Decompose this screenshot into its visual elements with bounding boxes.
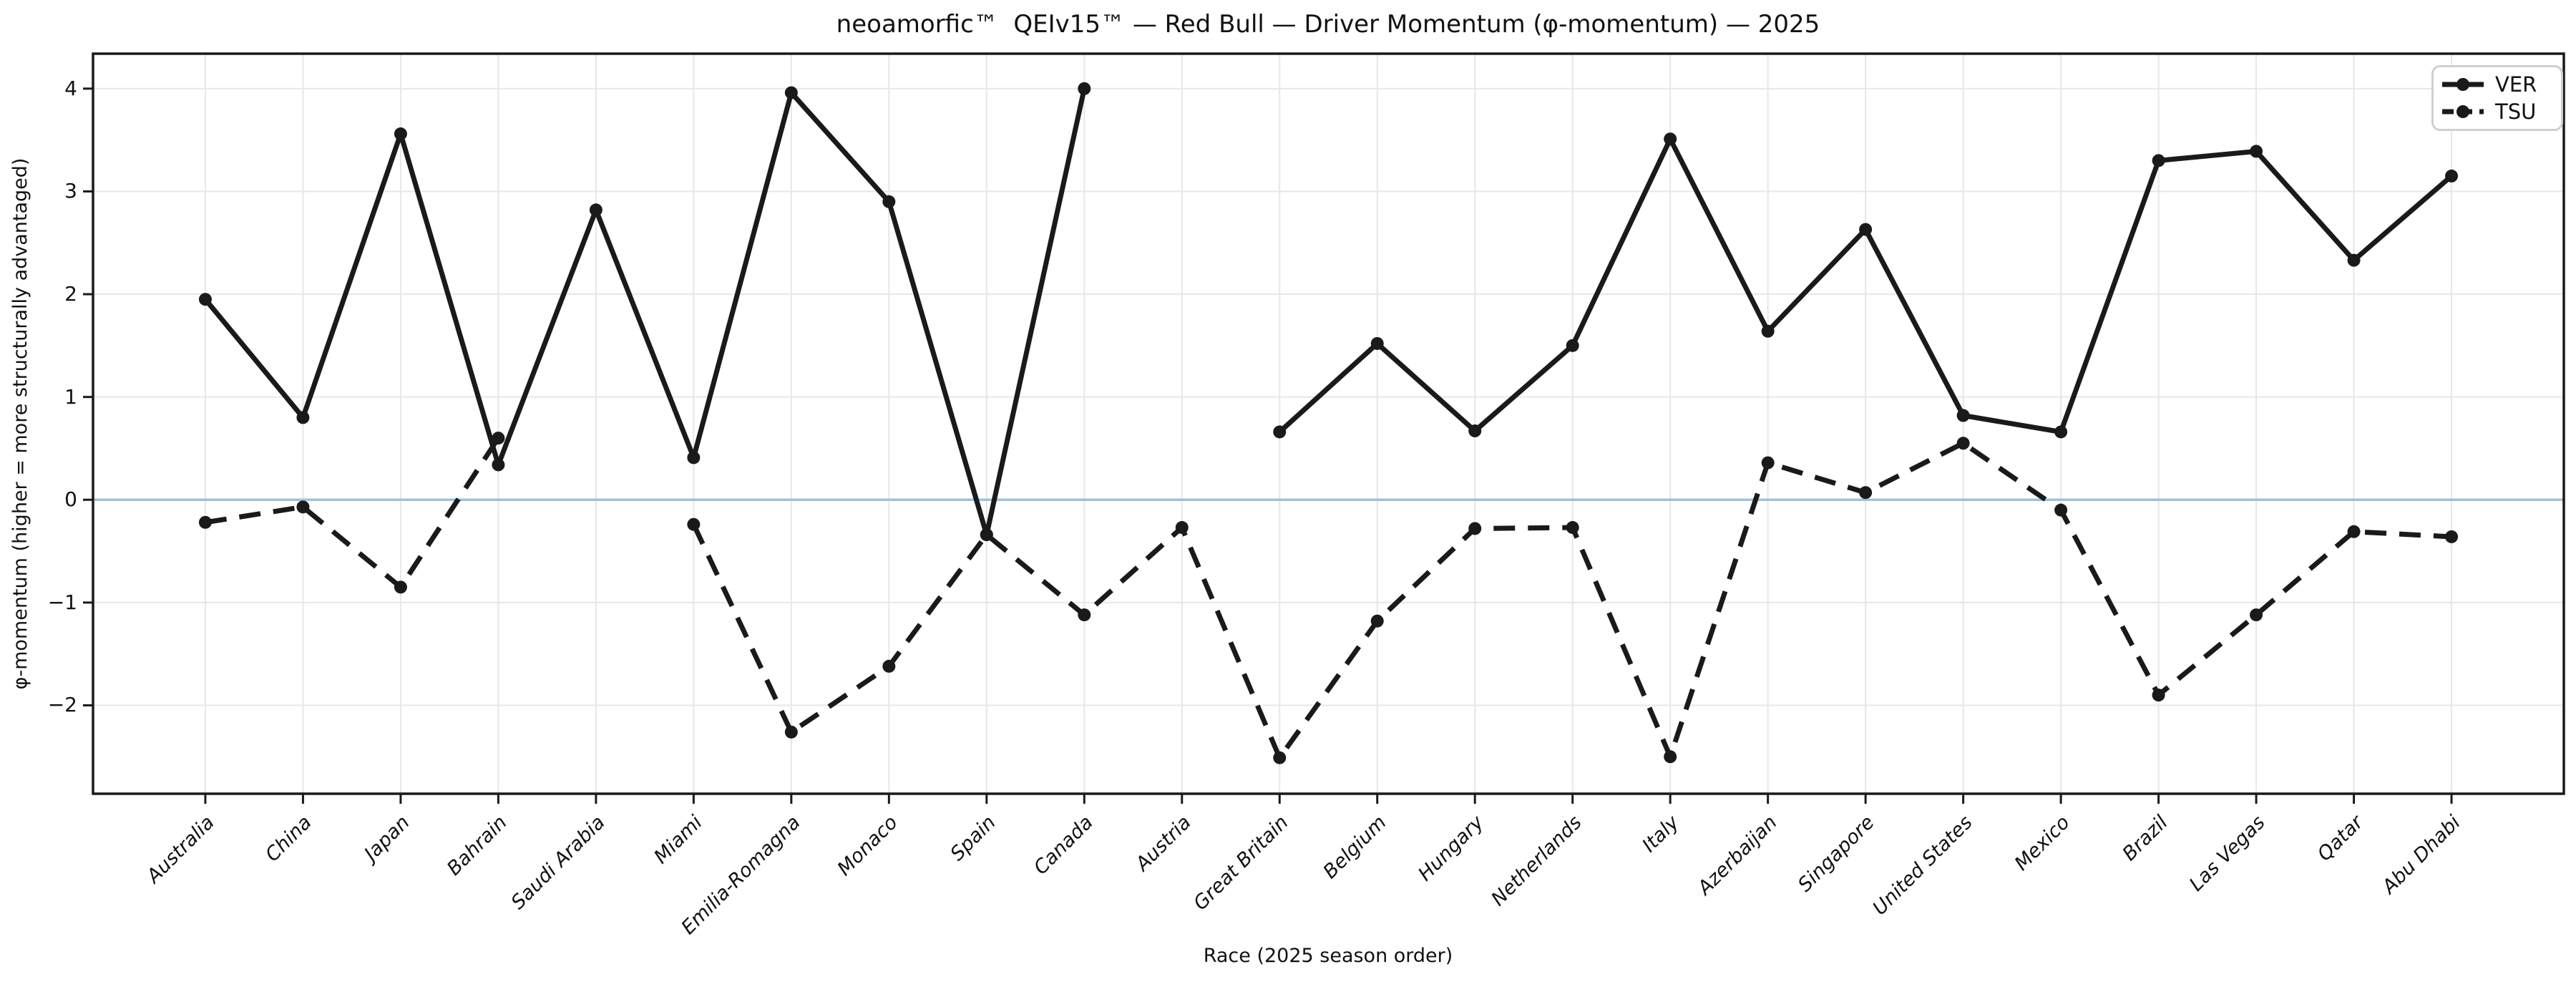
data-point-tsu	[2152, 689, 2165, 702]
series-line-ver	[203, 88, 1087, 538]
data-point-tsu	[2347, 525, 2361, 538]
data-point-tsu	[1370, 614, 1384, 628]
data-point-tsu	[1273, 751, 1287, 764]
data-point-ver	[1468, 424, 1482, 438]
data-point-ver	[1859, 223, 1873, 236]
data-point-ver	[1078, 82, 1091, 95]
data-point-tsu	[1175, 521, 1189, 535]
data-point-ver	[296, 411, 310, 424]
legend-label: TSU	[2495, 99, 2537, 125]
y-tick-label: 0	[64, 487, 77, 512]
legend-item-tsu: TSU	[2441, 98, 2554, 125]
data-point-ver	[1956, 409, 1970, 422]
data-point-tsu	[492, 432, 505, 445]
data-point-tsu	[1468, 522, 1482, 535]
legend-item-ver: VER	[2441, 71, 2554, 98]
data-point-ver	[589, 203, 602, 217]
data-point-ver	[2152, 154, 2165, 167]
dashed-line-icon	[2442, 105, 2484, 119]
data-point-tsu	[784, 725, 798, 739]
y-tick-label: 4	[64, 76, 77, 100]
data-point-tsu	[394, 580, 407, 594]
data-point-ver	[1273, 425, 1287, 439]
data-point-tsu	[198, 515, 212, 529]
y-tick-label: 2	[64, 282, 77, 306]
data-point-tsu	[687, 517, 701, 531]
plot-border	[92, 52, 2565, 795]
x-axis-title: Race (2025 season order)	[1203, 945, 1453, 967]
data-point-tsu	[1761, 456, 1775, 470]
data-point-ver	[687, 451, 701, 464]
y-tick-label: 1	[64, 384, 77, 409]
data-point-tsu	[2445, 530, 2459, 543]
data-point-tsu	[1859, 486, 1873, 500]
data-point-tsu	[1078, 608, 1091, 622]
data-point-tsu	[296, 500, 310, 514]
data-point-ver	[2250, 145, 2263, 158]
data-point-tsu	[1956, 437, 1970, 450]
series-line-tsu	[205, 437, 501, 590]
data-point-ver	[2347, 253, 2361, 267]
data-point-ver	[492, 458, 505, 472]
data-point-tsu	[2054, 503, 2068, 517]
data-point-tsu	[1566, 521, 1579, 535]
y-tick-label: −2	[47, 693, 77, 717]
data-point-ver	[1566, 339, 1579, 352]
data-point-ver	[784, 86, 798, 99]
data-point-ver	[394, 127, 407, 141]
chart-title: neoamorfic™ QEIv15™ — Red Bull — Driver …	[836, 10, 1820, 39]
data-point-ver	[2445, 169, 2459, 183]
data-point-ver	[882, 195, 896, 208]
data-point-ver	[1664, 132, 1677, 146]
data-point-tsu	[1664, 750, 1677, 764]
data-point-ver	[198, 293, 212, 306]
legend-label: VER	[2495, 72, 2537, 97]
legend: VER TSU	[2431, 65, 2563, 131]
data-point-tsu	[2250, 608, 2263, 622]
y-tick-label: −1	[47, 590, 77, 614]
data-point-ver	[2054, 425, 2068, 439]
data-point-tsu	[980, 528, 993, 542]
data-point-ver	[1370, 336, 1384, 350]
data-point-tsu	[882, 659, 896, 673]
y-tick-label: 3	[64, 179, 77, 203]
solid-line-icon	[2442, 77, 2484, 91]
data-point-ver	[1761, 324, 1775, 338]
